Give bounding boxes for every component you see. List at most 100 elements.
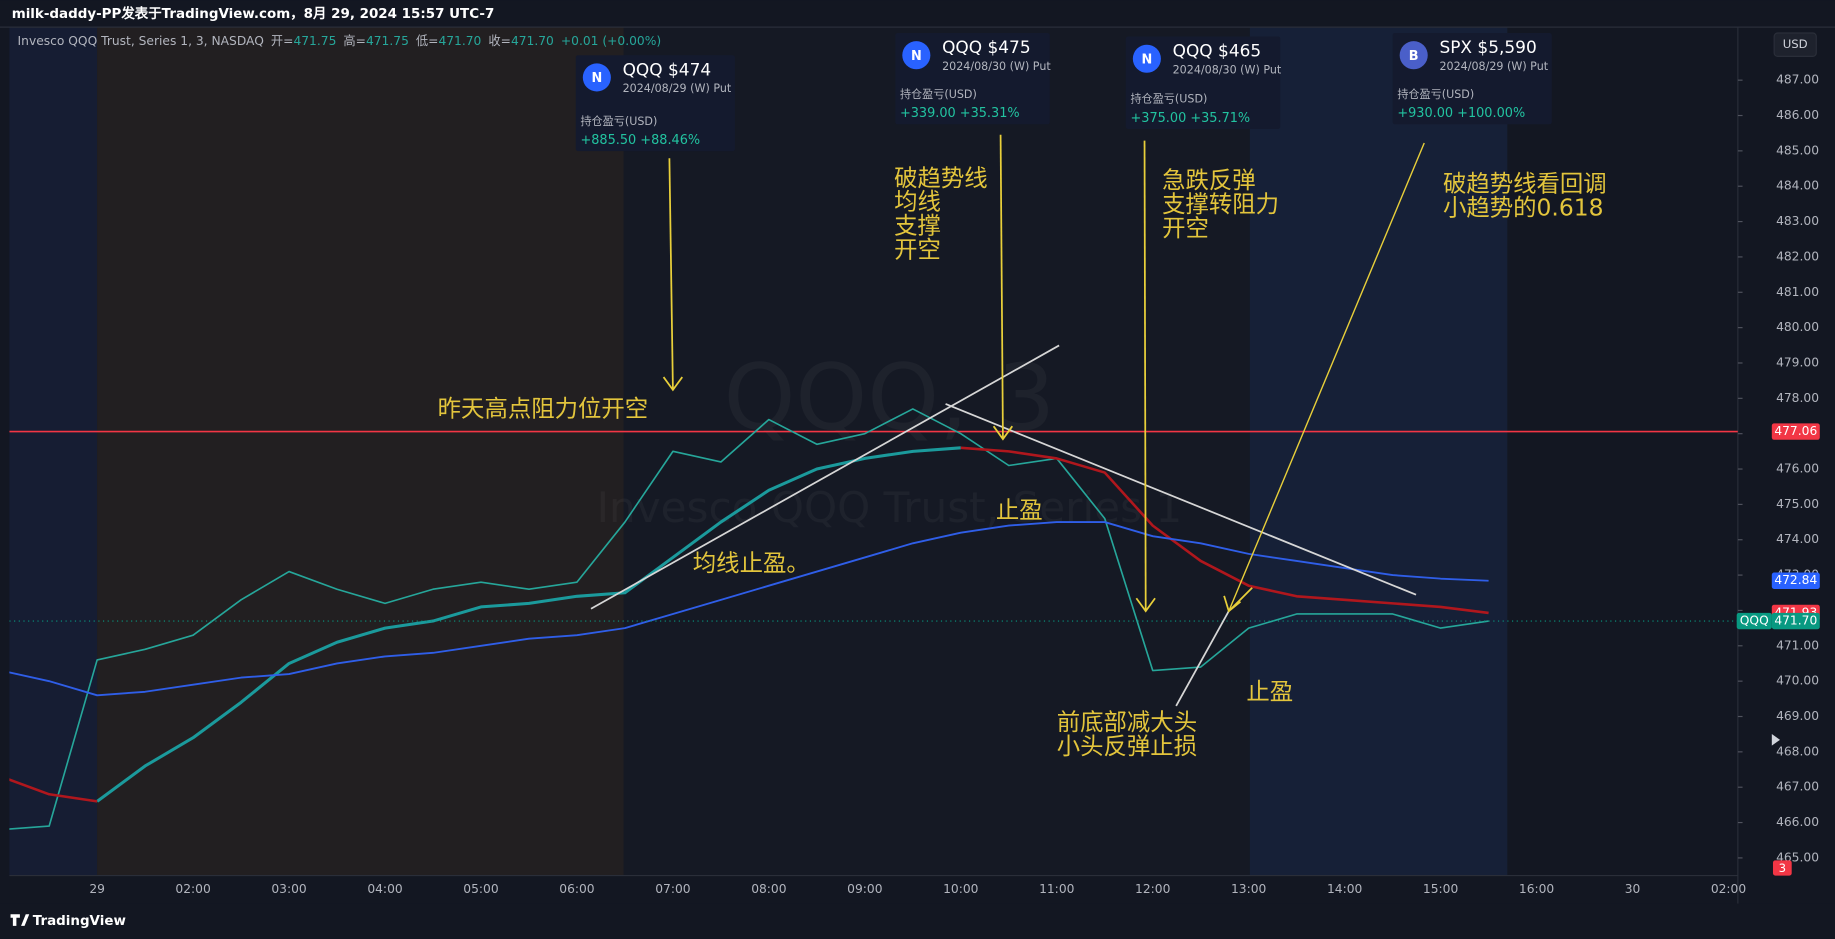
y-tick-label: 479.00	[1776, 355, 1819, 369]
legend-field-value: 471.70	[511, 34, 554, 48]
trend-line	[1175, 610, 1230, 707]
position-card[interactable]: N QQQ $474 2024/08/29 (W) Put 持仓盈亏(USD) +885…	[575, 55, 735, 152]
y-tick-label: 468.00	[1776, 744, 1819, 758]
price-badge	[1771, 612, 1820, 630]
series-line	[9, 521, 1489, 697]
arrow	[1143, 140, 1147, 612]
x-tick-label: 09:00	[847, 882, 882, 896]
watermark-symbol: QQQ, 3	[724, 344, 1056, 451]
y-tick-label: 469.00	[1776, 709, 1819, 723]
annotation: 支撑转阻力	[1162, 190, 1279, 218]
y-tick-label: 478.00	[1776, 391, 1819, 405]
arrow	[1228, 587, 1253, 612]
x-tick-label: 07:00	[655, 882, 690, 896]
y-tick-label: 482.00	[1776, 249, 1819, 263]
card-pnl: +339.00 +35.31%	[900, 106, 1020, 121]
y-tick-label: 484.00	[1776, 179, 1819, 193]
card-title: QQQ $465	[1173, 41, 1262, 61]
annotation: 均线止盈。	[693, 549, 810, 577]
header-title: milk-daddy-PP发表于TradingView.com，8月 29, 2…	[12, 5, 495, 22]
arrows	[662, 134, 1425, 613]
currency-button[interactable]	[1773, 32, 1817, 57]
plot	[9, 408, 1738, 830]
x-tick-label: 02:00	[175, 882, 210, 896]
legend-text: Invesco QQQ Trust, Series 1, 3, NASDAQ 开=…	[18, 33, 662, 48]
legend-field-value: 471.75	[366, 34, 409, 48]
price-badge-label: 471.70	[1774, 614, 1817, 628]
x-tick-label: 02:00	[1711, 882, 1746, 896]
alert-count: 3	[1779, 861, 1786, 875]
x-tick-label: 05:00	[463, 882, 498, 896]
card-label: 持仓盈亏(USD)	[1130, 92, 1207, 106]
legend: Invesco QQQ Trust, Series 1, 3, NASDAQ 开=…	[18, 33, 662, 48]
card-subtitle: 2024/08/30 (W) Put	[942, 60, 1051, 73]
card-bg	[575, 55, 735, 152]
card-subtitle: 2024/08/29 (W) Put	[1439, 60, 1548, 73]
annotation: 急跌反弹	[1162, 166, 1256, 194]
card-label: 持仓盈亏(USD)	[1397, 87, 1474, 101]
scroll-icon[interactable]	[1771, 733, 1780, 746]
position-card[interactable]: B SPX $5,590 2024/08/29 (W) Put 持仓盈亏(USD) +9…	[1392, 32, 1552, 125]
position-card[interactable]: N QQQ $465 2024/08/30 (W) Put 持仓盈亏(USD) +375…	[1125, 36, 1282, 129]
annotation: 止盈	[1246, 678, 1293, 706]
y-tick-label: 467.00	[1776, 780, 1819, 794]
card-icon	[902, 41, 931, 70]
annotation: 破趋势线看回调	[1443, 170, 1607, 198]
position-card[interactable]: N QQQ $475 2024/08/30 (W) Put 持仓盈亏(USD) +339…	[895, 32, 1051, 125]
trend-line	[590, 344, 1060, 610]
arrow-head	[1135, 597, 1156, 613]
alert-badge[interactable]	[1772, 860, 1792, 876]
legend-field-label: 收=	[488, 34, 511, 48]
x-tick-label: 12:00	[1135, 882, 1170, 896]
x-tick-label: 03:00	[271, 882, 306, 896]
currency-label: USD	[1783, 37, 1808, 51]
x-tick-label: 06:00	[559, 882, 594, 896]
annotation: 支撑	[894, 212, 941, 240]
arrow	[668, 158, 674, 390]
card-icon-letter: N	[1141, 52, 1152, 67]
x-tick-label: 16:00	[1519, 882, 1554, 896]
card-pnl: +930.00 +100.00%	[1397, 106, 1525, 121]
card-icon	[582, 63, 611, 92]
brand: TradingView	[33, 914, 126, 929]
annotation: 止盈	[996, 496, 1043, 524]
annotation: 小头反弹止损	[1057, 732, 1197, 760]
legend-symbol: Invesco QQQ Trust, Series 1, 3, NASDAQ	[18, 34, 264, 48]
session-bg	[9, 27, 98, 876]
y-tick-label: 471.00	[1776, 638, 1819, 652]
x-tick-label: 14:00	[1327, 882, 1362, 896]
postmarket-bg	[1249, 27, 1508, 876]
x-tick-label: 10:00	[943, 882, 978, 896]
price-badge	[1771, 423, 1820, 440]
series-line	[96, 446, 961, 803]
drawings	[590, 134, 1425, 707]
y-tick-label: 470.00	[1776, 674, 1819, 688]
legend-change: +0.01 (+0.00%)	[561, 34, 661, 48]
y-tick-label: 480.00	[1776, 320, 1819, 334]
y-tick-label: 466.00	[1776, 815, 1819, 829]
y-tick-label: 487.00	[1776, 73, 1819, 87]
price-tag-label: QQQ	[1740, 614, 1769, 628]
x-tick-label: 15:00	[1423, 882, 1458, 896]
y-tick-label: 485.00	[1776, 143, 1819, 157]
x-tick-label: 11:00	[1039, 882, 1074, 896]
y-tick-label: 481.00	[1776, 285, 1819, 299]
annotation: 破趋势线	[894, 164, 988, 192]
brand-logo	[10, 914, 30, 926]
y-tick-label: 483.00	[1776, 214, 1819, 228]
y-tick-label: 474.00	[1776, 532, 1819, 546]
trend-line	[945, 403, 1417, 596]
series-line	[9, 446, 1489, 803]
card-title: SPX $5,590	[1439, 37, 1536, 57]
legend-field-value: 471.75	[293, 34, 336, 48]
x-tick-label: 30	[1625, 882, 1641, 896]
series-line	[9, 408, 1489, 830]
annotation: 均线	[894, 188, 941, 216]
price-badge-label: 477.06	[1774, 424, 1817, 438]
arrow	[1228, 142, 1425, 612]
annotation: 小趋势的0.618	[1443, 194, 1604, 222]
arrow-head	[992, 425, 1014, 441]
x-tick-label: 08:00	[751, 882, 786, 896]
card-bg	[1392, 32, 1552, 125]
